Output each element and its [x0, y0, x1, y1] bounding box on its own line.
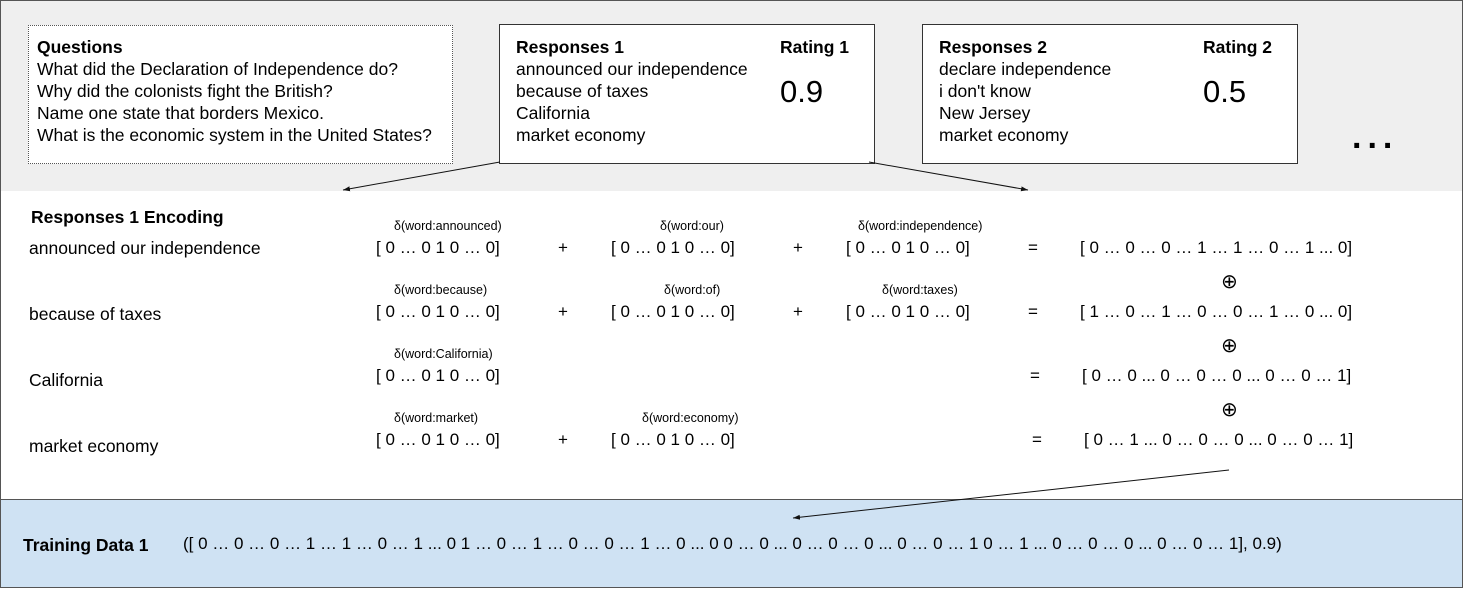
delta-term: δ(word:of)	[664, 283, 721, 297]
delta-term: δ(word:because)	[394, 283, 488, 297]
delta-term: δ(word:our)	[660, 219, 724, 233]
rating2-title: Rating 2	[1203, 37, 1273, 57]
equals-sign: =	[1030, 366, 1040, 385]
questions-box: Questions What did the Declaration of In…	[28, 25, 453, 164]
summed-vector: [ 0 … 0 ... 0 … 0 … 0 ... 0 … 0 … 1]	[1082, 366, 1352, 385]
plus-sign: +	[793, 238, 803, 257]
delta-term: δ(word:announced)	[394, 219, 502, 233]
one-hot-vector: [ 0 … 0 1 0 … 0]	[846, 238, 970, 257]
rating1-title: Rating 1	[780, 37, 850, 57]
response-item: declare independence	[939, 59, 1112, 79]
one-hot-vector: [ 0 … 0 1 0 … 0]	[376, 366, 500, 385]
responses2-title: Responses 2	[939, 37, 1047, 57]
response-item: California	[516, 103, 590, 123]
training-title: Training Data 1	[23, 535, 149, 555]
plus-sign: +	[558, 302, 568, 321]
delta-term: δ(word:California)	[394, 347, 493, 361]
responses2-box: Responses 2 Rating 2 declare independenc…	[922, 24, 1298, 164]
question-item: Name one state that borders Mexico.	[37, 103, 324, 123]
delta-term: δ(word:independence)	[858, 219, 983, 233]
encoding-panel	[0, 191, 1463, 500]
summed-vector: [ 1 … 0 … 1 … 0 … 0 … 1 … 0 ... 0]	[1080, 302, 1353, 321]
one-hot-vector: [ 0 … 0 1 0 … 0]	[611, 238, 735, 257]
concat-symbol: ⊕	[1221, 271, 1238, 293]
delta-term: δ(word:market)	[394, 411, 479, 425]
encoding-row-label: announced our independence	[29, 238, 261, 258]
encoding-row-label: market economy	[29, 436, 159, 456]
one-hot-vector: [ 0 … 0 1 0 … 0]	[376, 302, 500, 321]
encoding-row-label: California	[29, 370, 103, 390]
encoding-row-label: because of taxes	[29, 304, 162, 324]
response-item: because of taxes	[516, 81, 649, 101]
concat-symbol: ⊕	[1221, 335, 1238, 357]
response-item: market economy	[939, 125, 1069, 145]
question-item: What did the Declaration of Independence…	[37, 59, 398, 79]
response-item: i don't know	[939, 81, 1031, 101]
plus-sign: +	[793, 302, 803, 321]
one-hot-vector: [ 0 … 0 1 0 … 0]	[611, 302, 735, 321]
equals-sign: =	[1028, 238, 1038, 257]
one-hot-vector: [ 0 … 0 1 0 … 0]	[611, 430, 735, 449]
training-value: ([ 0 … 0 … 0 … 1 … 1 … 0 … 1 ... 0 1 … 0…	[183, 534, 1282, 553]
summed-vector: [ 0 … 1 ... 0 … 0 … 0 ... 0 … 0 … 1]	[1084, 430, 1354, 449]
one-hot-vector: [ 0 … 0 1 0 … 0]	[846, 302, 970, 321]
delta-term: δ(word:taxes)	[882, 283, 958, 297]
responses1-title: Responses 1	[516, 37, 624, 57]
equals-sign: =	[1028, 302, 1038, 321]
encoding-title: Responses 1 Encoding	[31, 207, 224, 227]
equals-sign: =	[1032, 430, 1042, 449]
response-item: New Jersey	[939, 103, 1031, 123]
plus-sign: +	[558, 430, 568, 449]
plus-sign: +	[558, 238, 568, 257]
question-item: Why did the colonists fight the British?	[37, 81, 333, 101]
delta-term: δ(word:economy)	[642, 411, 739, 425]
response-item: market economy	[516, 125, 646, 145]
concat-symbol: ⊕	[1221, 399, 1238, 421]
summed-vector: [ 0 … 0 … 0 … 1 … 1 … 0 … 1 ... 0]	[1080, 238, 1353, 257]
more-ellipsis: ...	[1352, 118, 1399, 156]
response-item: announced our independence	[516, 59, 748, 79]
responses1-list: announced our independence because of ta…	[516, 58, 748, 146]
questions-title: Questions	[37, 37, 123, 57]
questions-list: What did the Declaration of Independence…	[37, 58, 432, 146]
question-item: What is the economic system in the Unite…	[37, 125, 432, 145]
rating2-value: 0.5	[1203, 74, 1247, 109]
one-hot-vector: [ 0 … 0 1 0 … 0]	[376, 238, 500, 257]
responses2-list: declare independence i don't know New Je…	[939, 58, 1111, 146]
rating1-value: 0.9	[780, 74, 824, 109]
responses1-box: Responses 1 Rating 1 announced our indep…	[499, 24, 875, 164]
one-hot-vector: [ 0 … 0 1 0 … 0]	[376, 430, 500, 449]
